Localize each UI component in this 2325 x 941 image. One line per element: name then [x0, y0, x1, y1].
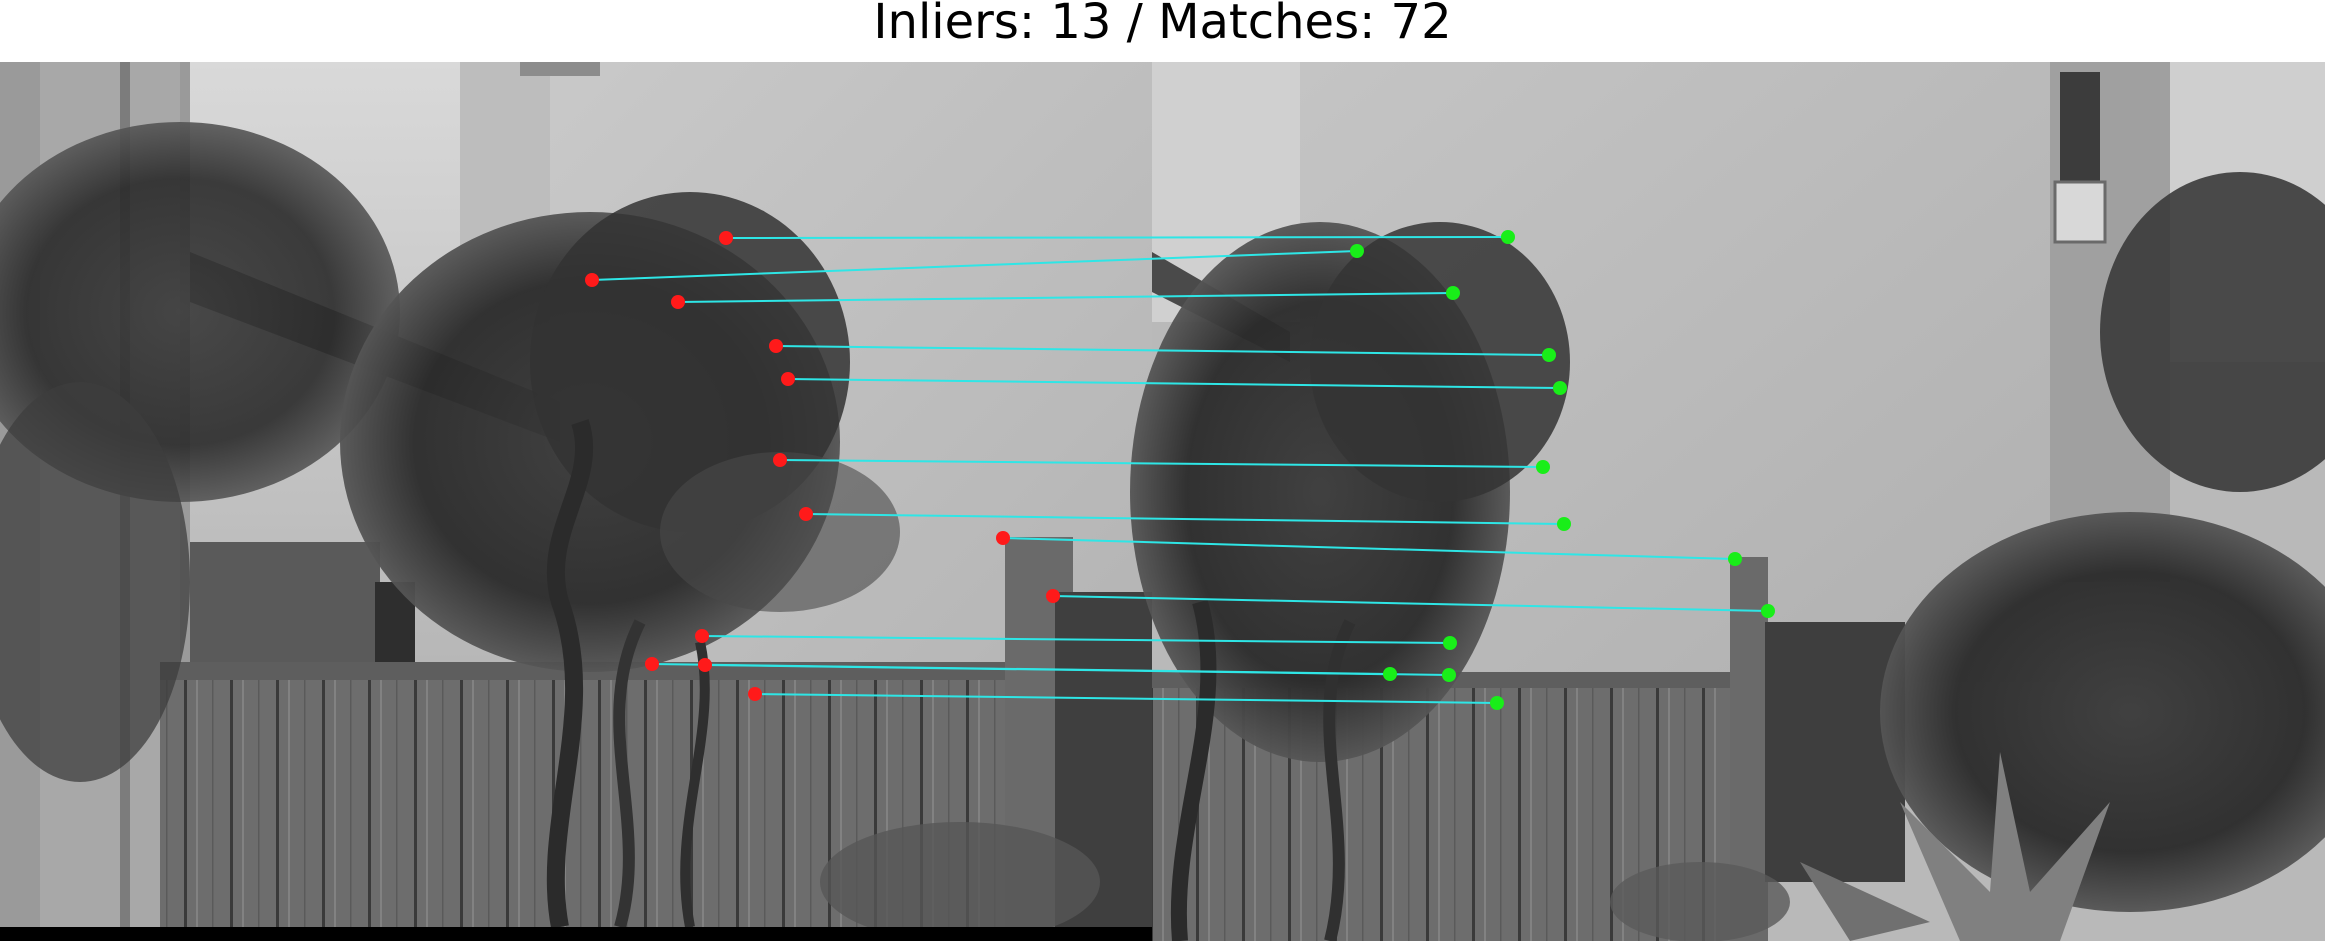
- left-keypoint: [645, 657, 659, 671]
- left-keypoint: [781, 372, 795, 386]
- right-keypoint: [1553, 381, 1567, 395]
- left-keypoint: [748, 687, 762, 701]
- left-keypoint: [698, 658, 712, 672]
- right-keypoint: [1383, 667, 1397, 681]
- right-photo: [1130, 62, 2325, 941]
- left-keypoint: [671, 295, 685, 309]
- left-keypoint: [996, 531, 1010, 545]
- match-line: [677, 292, 1454, 303]
- match-line: [701, 635, 1451, 644]
- match-visualization: [0, 62, 2325, 941]
- left-keypoint: [799, 507, 813, 521]
- match-line: [1052, 595, 1769, 612]
- right-keypoint: [1728, 552, 1742, 566]
- match-line: [775, 345, 1550, 356]
- match-line: [704, 664, 1450, 676]
- match-line: [754, 693, 1498, 704]
- right-keypoint: [1490, 696, 1504, 710]
- left-keypoints: [585, 231, 1060, 701]
- left-keypoint: [719, 231, 733, 245]
- match-lines: [591, 236, 1769, 704]
- match-line: [591, 250, 1358, 281]
- right-keypoints: [1350, 230, 1775, 710]
- match-line: [725, 236, 1509, 239]
- left-keypoint: [695, 629, 709, 643]
- match-line: [787, 378, 1561, 389]
- right-keypoint: [1350, 244, 1364, 258]
- right-keypoint: [1501, 230, 1515, 244]
- right-keypoint: [1542, 348, 1556, 362]
- right-keypoint: [1442, 668, 1456, 682]
- left-keypoint: [773, 453, 787, 467]
- figure-title: Inliers: 13 / Matches: 72: [873, 0, 1452, 50]
- left-keypoint: [585, 273, 599, 287]
- match-line: [805, 513, 1565, 525]
- match-line: [1002, 537, 1736, 560]
- match-line: [779, 459, 1544, 468]
- left-photo: [0, 62, 1152, 941]
- right-keypoint: [1536, 460, 1550, 474]
- right-keypoint: [1443, 636, 1457, 650]
- right-keypoint: [1446, 286, 1460, 300]
- right-keypoint: [1761, 604, 1775, 618]
- right-keypoint: [1557, 517, 1571, 531]
- left-keypoint: [1046, 589, 1060, 603]
- left-keypoint: [769, 339, 783, 353]
